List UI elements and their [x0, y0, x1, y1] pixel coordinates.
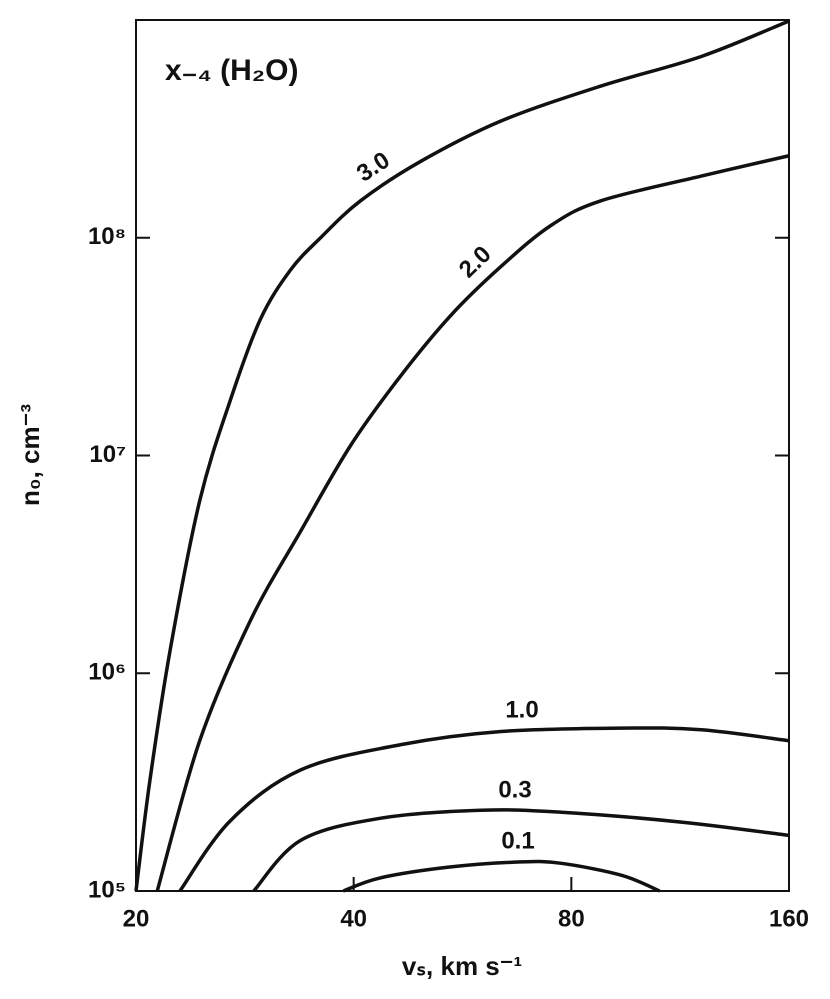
- curve: [155, 154, 790, 892]
- curve: [252, 808, 790, 893]
- curve: [178, 726, 790, 893]
- y-tick-label: 10⁷: [89, 441, 126, 468]
- curve: [134, 19, 790, 892]
- curve-label: 1.0: [505, 696, 538, 723]
- x-tick-label: 80: [558, 905, 585, 932]
- y-axis-label: n₀, cm⁻³: [15, 404, 45, 506]
- plot-frame: [135, 19, 790, 892]
- curve-label: 0.1: [501, 827, 534, 854]
- curve: [342, 859, 661, 893]
- x-axis-label: vₛ, km s⁻¹: [402, 951, 522, 981]
- x-tick-label: 20: [123, 905, 150, 932]
- y-tick-label: 10⁵: [88, 876, 126, 903]
- y-tick-label: 10⁸: [88, 223, 126, 250]
- annotation: x₋₄ (H₂O): [165, 54, 298, 87]
- curve-label: 0.3: [498, 776, 531, 803]
- y-tick-label: 10⁶: [88, 659, 126, 686]
- x-tick-label: 160: [769, 905, 809, 932]
- x-tick-label: 40: [340, 905, 367, 932]
